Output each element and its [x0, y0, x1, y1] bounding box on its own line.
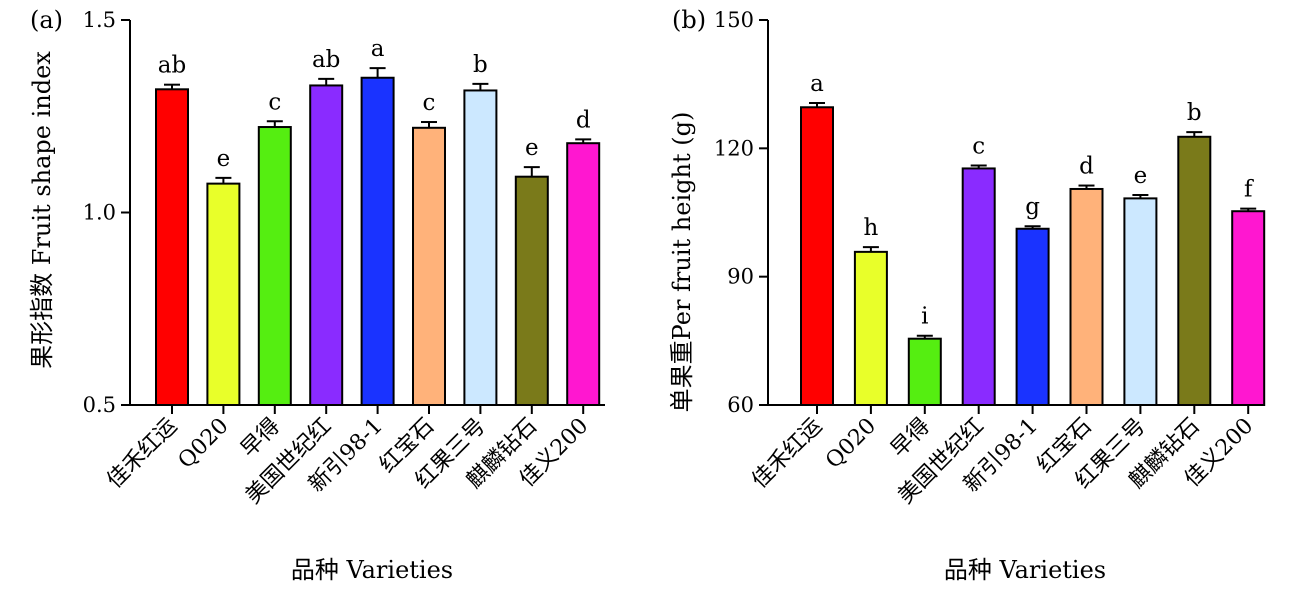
- y-tick-label: 1.0: [83, 201, 116, 225]
- significance-label: g: [1025, 194, 1040, 220]
- panel-label: (a): [30, 6, 63, 34]
- bar: [1015, 227, 1050, 406]
- bar: [1069, 187, 1104, 406]
- x-axis-title: 品种 Varieties: [291, 556, 453, 584]
- x-tick-label: 佳禾红运: [747, 414, 827, 494]
- bar: [961, 167, 996, 406]
- significance-label: c: [423, 90, 436, 116]
- x-axis-title: 品种 Varieties: [944, 556, 1106, 584]
- bar: [206, 182, 241, 406]
- y-tick-label: 120: [714, 136, 754, 160]
- y-tick-label: 90: [727, 265, 754, 289]
- x-tick-label: 早得: [886, 414, 935, 463]
- bar: [360, 76, 395, 406]
- chart-panel-b: 6090120150a佳禾红运hQ020i早得c美国世纪红g新引98-1d红宝石…: [668, 6, 1266, 584]
- bar: [853, 250, 888, 406]
- y-tick-label: 0.5: [83, 393, 116, 417]
- bar: [412, 126, 446, 407]
- x-tick-label: Q020: [174, 414, 234, 474]
- bar: [1231, 210, 1266, 406]
- significance-label: d: [576, 107, 591, 133]
- significance-label: b: [473, 52, 488, 78]
- significance-label: d: [1079, 154, 1094, 180]
- significance-label: ab: [158, 53, 186, 79]
- bar: [907, 337, 942, 407]
- bar: [514, 175, 549, 406]
- chart-panel-a: 0.51.01.5ab佳禾红运eQ020c早得ab美国世纪红a新引98-1c红宝…: [28, 6, 605, 584]
- significance-label: h: [863, 215, 878, 241]
- y-tick-label: 60: [727, 393, 754, 417]
- bar: [1177, 135, 1212, 407]
- significance-label: ab: [312, 47, 340, 73]
- significance-label: i: [921, 304, 928, 330]
- significance-label: a: [371, 36, 385, 62]
- panel-label: (b): [672, 6, 706, 34]
- significance-label: e: [525, 135, 539, 161]
- significance-label: e: [217, 146, 231, 172]
- bar: [800, 106, 834, 407]
- bar: [309, 84, 344, 406]
- significance-label: c: [268, 89, 281, 115]
- bar: [257, 126, 292, 406]
- x-tick-label: Q020: [821, 414, 881, 474]
- y-axis-title: 单果重Per fruit height (g): [668, 112, 696, 413]
- bar: [566, 142, 601, 406]
- bar: [155, 88, 189, 407]
- significance-label: c: [972, 133, 985, 159]
- significance-label: a: [810, 71, 824, 97]
- bar: [463, 89, 498, 407]
- x-tick-label: 佳禾红运: [102, 414, 182, 494]
- significance-label: f: [1244, 177, 1254, 203]
- significance-label: e: [1134, 163, 1148, 189]
- y-tick-label: 150: [714, 8, 754, 32]
- bar: [1123, 197, 1158, 406]
- y-axis-title: 果形指数 Fruit shape index: [28, 51, 56, 369]
- significance-label: b: [1187, 100, 1202, 126]
- y-tick-label: 1.5: [83, 8, 116, 32]
